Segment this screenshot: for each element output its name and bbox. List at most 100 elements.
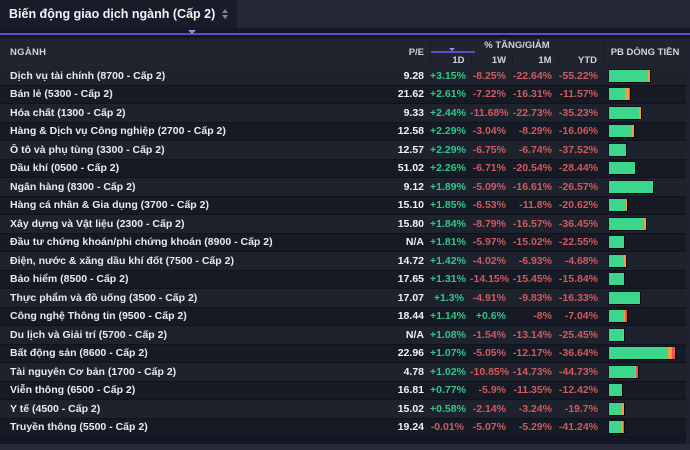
change-ytd: -4.68% <box>564 254 598 267</box>
pe-value: N/A <box>405 236 424 249</box>
change-ytd: -37.52% <box>558 143 598 156</box>
vertical-scrollbar[interactable] <box>686 38 690 444</box>
money-flow-bar <box>604 236 686 249</box>
table-row[interactable]: Du lịch và Giải trí (5700 - Cấp 2) N/A +1.… <box>0 326 686 345</box>
change-ytd: -12.42% <box>558 384 598 397</box>
change-ytd: -35.23% <box>558 106 598 119</box>
table-row[interactable]: Đầu tư chứng khoán/phi chứng khoán (8900… <box>0 233 686 252</box>
panel-tab[interactable]: Biến động giao dịch ngành (Cấp 2) <box>0 0 238 28</box>
subcol-1m-header[interactable]: 1M <box>512 53 557 67</box>
bar-red-segment <box>672 347 675 360</box>
table-row[interactable]: Ngân hàng (8300 - Cấp 2) 9.12 +1.89% -5.09%… <box>0 178 686 197</box>
table-row[interactable]: Điện, nước & xăng dầu khí đốt (7500 - Cấ… <box>0 252 686 271</box>
change-1m: -12.17% <box>512 347 552 360</box>
change-1w: -3.04% <box>472 125 506 138</box>
table-row[interactable]: Dầu khí (0500 - Cấp 2) 51.02 +2.26% -6.71% -… <box>0 159 686 178</box>
bar-green-segment <box>609 69 648 82</box>
change-1m: -16.61% <box>512 180 552 193</box>
tab-indicator-line <box>0 33 690 35</box>
bar-red-segment <box>636 365 638 378</box>
money-flow-bar <box>604 180 686 193</box>
money-flow-bar <box>604 69 686 82</box>
sector-name: Y tế (4500 - Cấp 2) <box>10 402 101 415</box>
sector-name: Bất động sản (8600 - Cấp 2) <box>10 347 148 360</box>
pe-value: 12.57 <box>397 143 424 156</box>
change-ytd: -19.7% <box>564 402 598 415</box>
table-row[interactable]: Tài nguyên Cơ bản (1700 - Cấp 2) 4.78 +1.0… <box>0 363 686 382</box>
change-1d: +1.07% <box>430 347 466 360</box>
pe-value: 51.02 <box>397 162 424 175</box>
bar-orange-segment <box>624 310 625 323</box>
change-1d: +2.29% <box>430 125 466 138</box>
money-flow-bar <box>604 384 686 397</box>
change-1m: -16.31% <box>512 88 552 101</box>
pe-value: 12.58 <box>397 125 424 138</box>
change-1d: +0.77% <box>430 384 466 397</box>
table-row[interactable]: Hàng cá nhân & Gia dụng (3700 - Cấp 2) 15… <box>0 196 686 215</box>
bar-green-segment <box>609 125 632 138</box>
change-1m: -11.35% <box>513 384 552 397</box>
change-ytd: -55.22% <box>558 69 598 82</box>
change-1d: +1.85% <box>430 199 466 212</box>
pe-value: 18.44 <box>397 310 424 323</box>
subcol-ytd-header[interactable]: YTD <box>557 53 603 67</box>
change-1w: -4.02% <box>472 254 506 267</box>
table-row[interactable]: Y tế (4500 - Cấp 2) 15.02 +0.58% -2.14% -3.2… <box>0 400 686 419</box>
pe-value: 14.72 <box>397 254 424 267</box>
table-row[interactable]: Bảo hiểm (8500 - Cấp 2) 17.65 +1.31% -14.15… <box>0 270 686 289</box>
money-flow-bar <box>604 328 686 341</box>
bar-orange-segment <box>626 199 627 212</box>
sector-name: Bảo hiểm (8500 - Cấp 2) <box>10 273 129 286</box>
money-flow-bar <box>604 88 686 101</box>
change-ytd: -7.04% <box>564 310 598 323</box>
money-flow-bar <box>604 254 686 267</box>
table-row[interactable]: Ô tô và phụ tùng (3300 - Cấp 2) 12.57 +2.2… <box>0 141 686 160</box>
change-1m: -3.24% <box>518 402 552 415</box>
group-underline-marker[interactable] <box>449 48 455 51</box>
sector-name: Tài nguyên Cơ bản (1700 - Cấp 2) <box>10 365 177 378</box>
col-pe-header[interactable]: P/E <box>408 47 424 58</box>
bar-green-segment <box>609 217 644 230</box>
table-row[interactable]: Viễn thông (6500 - Cấp 2) 16.81 +0.77% -5.9… <box>0 381 686 400</box>
pe-value: 9.28 <box>403 69 424 82</box>
change-1w: -6.75% <box>472 143 506 156</box>
table-row[interactable]: Xây dựng và Vật liệu (2300 - Cấp 2) 15.80… <box>0 215 686 234</box>
subcol-1w-header[interactable]: 1W <box>470 53 513 67</box>
table-row[interactable]: Hàng & Dịch vụ Công nghiệp (2700 - Cấp 2… <box>0 122 686 141</box>
table-row[interactable]: Hóa chất (1300 - Cấp 2) 9.33 +2.44% -11.68%… <box>0 104 686 123</box>
tab-indicator-marker[interactable] <box>188 30 196 34</box>
change-1w: -1.54% <box>472 328 506 341</box>
sector-name: Du lịch và Giải trí (5700 - Cấp 2) <box>10 328 167 341</box>
change-1m: -15.45% <box>512 273 552 286</box>
subcol-1d-header[interactable]: 1D <box>452 54 465 66</box>
change-1m: -14.73% <box>512 365 552 378</box>
col-sector-header[interactable]: NGÀNH <box>10 47 47 58</box>
horizontal-scrollbar[interactable] <box>0 444 690 450</box>
table-row[interactable]: Công nghệ Thông tin (9500 - Cấp 2) 18.44 +… <box>0 307 686 326</box>
table-row[interactable]: Bất động sản (8600 - Cấp 2) 22.96 +1.07% -5… <box>0 344 686 363</box>
bar-green-segment <box>609 143 626 156</box>
table-row[interactable]: Thực phẩm và đồ uống (3500 - Cấp 2) 17.07… <box>0 289 686 308</box>
change-1d: +1.84% <box>430 217 466 230</box>
change-1w: -11.68% <box>470 106 509 119</box>
change-ytd: -44.73% <box>558 365 598 378</box>
sort-toggle-icon[interactable] <box>222 9 229 19</box>
table-row[interactable]: Bán lẻ (5300 - Cấp 2) 21.62 +2.61% -7.22% -1… <box>0 85 686 104</box>
bar-green-segment <box>609 106 639 119</box>
col-pb-header[interactable]: PB DÒNG TIỀN <box>610 47 680 58</box>
pe-value: 15.02 <box>397 402 424 415</box>
change-ytd: -36.45% <box>558 217 598 230</box>
table-row[interactable]: Dịch vụ tài chính (8700 - Cấp 2) 9.28 +3.1… <box>0 67 686 86</box>
change-group-label[interactable]: % TĂNG/GIẢM <box>431 38 603 53</box>
bar-orange-segment <box>621 421 623 434</box>
money-flow-bar <box>604 125 686 138</box>
change-1w: -5.09% <box>472 180 506 193</box>
change-1w: -6.71% <box>472 162 506 175</box>
change-1m: -11.8% <box>519 199 552 212</box>
table-row[interactable]: Truyền thông (5500 - Cấp 2) 19.24 -0.01% -5… <box>0 418 686 437</box>
pe-value: 17.65 <box>397 273 424 286</box>
change-1d: +1.89% <box>430 180 466 193</box>
money-flow-bar <box>604 291 686 304</box>
change-1m: -8% <box>533 310 552 323</box>
